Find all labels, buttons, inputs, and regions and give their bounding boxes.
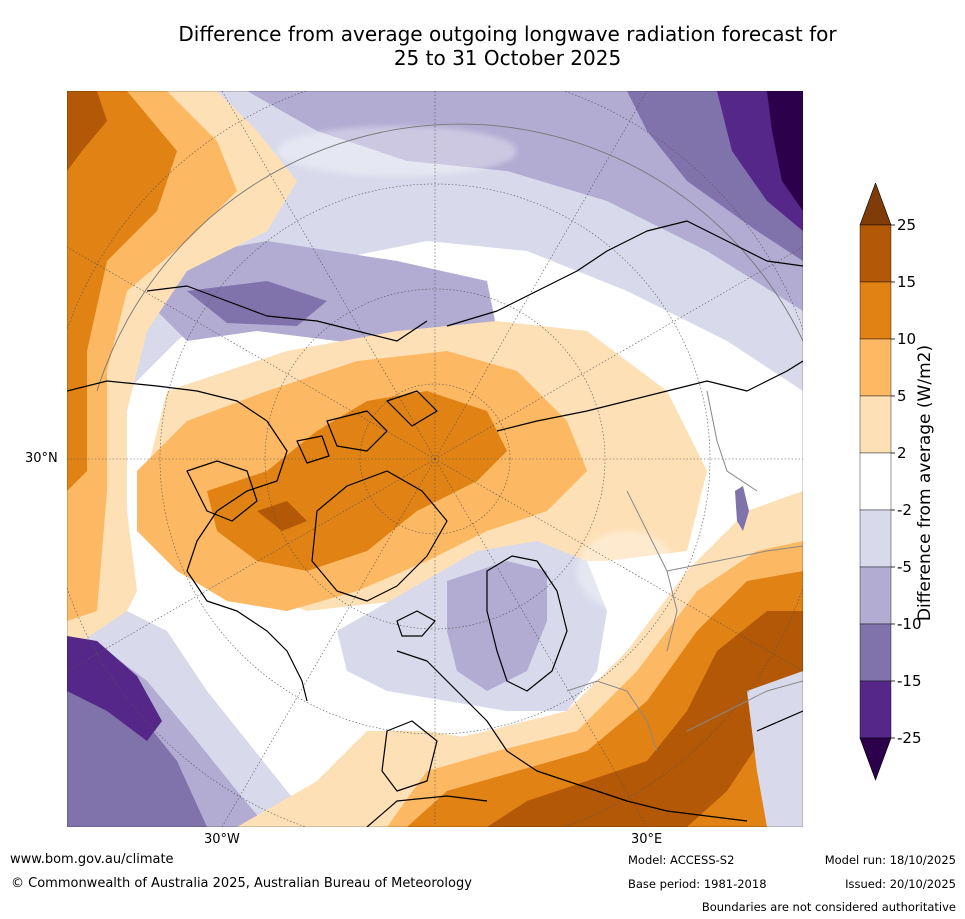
lat-label-30n: 30°N (25, 451, 58, 466)
colorbar-tick-label-0: 25 (897, 216, 916, 234)
meridian-30w (221, 458, 436, 827)
colorbar-tick-label-2: 10 (897, 330, 916, 348)
boundary-europe-east (566, 680, 658, 752)
footer-issued: Issued: 20/10/2025 (845, 877, 956, 891)
coastline-hudson-bay (186, 460, 258, 522)
coastline-north-america (67, 380, 308, 702)
colorbar: 25 15 10 5 2 -2 -5 -10 -15 -25 (855, 182, 965, 783)
meridian-60e (434, 458, 803, 672)
colorbar-band-1 (859, 281, 892, 340)
colorbar-band-5 (859, 509, 892, 568)
map-frame (67, 91, 803, 827)
lon-label-30w: 30°W (204, 832, 240, 847)
anomaly-region-atlantic-negative-strong (67, 681, 207, 827)
coastline-siberia (446, 220, 803, 327)
footer-model-run: Model run: 18/10/2025 (824, 853, 956, 867)
footer-boundaries-note: Boundaries are not considered authoritat… (701, 900, 956, 914)
anomaly-region-west-positive-strong (67, 91, 177, 491)
coastline-europe (396, 650, 748, 822)
meridian-120e (434, 91, 648, 460)
parallel-circle-3 (159, 183, 711, 735)
meridian-120w (221, 91, 436, 460)
colorbar-under-triangle (859, 737, 892, 781)
anomaly-region-pacific-extreme (767, 91, 803, 211)
colorbar-title: Difference from average (W/m2) (915, 344, 935, 622)
coastline-alaska (146, 285, 428, 342)
colorbar-band-3 (859, 395, 892, 454)
footer-url[interactable]: www.bom.gov.au/climate (10, 852, 174, 867)
colorbar-tick-label-7: -10 (897, 615, 922, 633)
anomaly-region-indian-negative (747, 671, 803, 827)
graticule (67, 91, 803, 827)
colorbar-band-0 (859, 224, 892, 283)
meridian-150w (67, 246, 436, 460)
anomaly-region-atlantic-negative-very-strong (67, 636, 162, 741)
colorbar-tick-label-9: -25 (897, 729, 922, 747)
tropic-circle (96, 123, 803, 392)
boundary-central-asia (666, 545, 803, 572)
colorbar-tick-label-4: 2 (897, 444, 907, 462)
colorbar-band-4 (859, 452, 892, 511)
coastlines (67, 220, 803, 827)
colorbar-band-6 (859, 566, 892, 625)
boundary-asia-east (706, 390, 758, 492)
footer-copyright: © Commonwealth of Australia 2025, Austra… (11, 876, 472, 891)
meridian-30e (434, 458, 648, 827)
lon-label-30e: 30°E (631, 832, 663, 847)
olr-anomaly-map[interactable] (67, 91, 803, 827)
parallel-circle-2 (264, 288, 606, 630)
parallel-circle-1 (359, 383, 511, 535)
chart-title: Difference from average outgoing longwav… (0, 22, 965, 70)
colorbar-tick-label-1: 15 (897, 273, 916, 291)
anomaly-region-alaska-moderate (187, 281, 327, 326)
country-boundaries (566, 390, 803, 752)
coastline-greenland (311, 470, 448, 602)
anomaly-region-scandinavia-negative (447, 561, 547, 691)
coastline-iceland (396, 610, 436, 637)
anomaly-region-middle-east-very-strong (487, 611, 803, 827)
anomaly-region-west-positive-very-strong (67, 91, 107, 171)
coastline-arabia (756, 710, 803, 732)
colorbar-tick-label-5: -2 (897, 501, 912, 519)
coastline-russia-arctic (496, 360, 803, 432)
title-line-1: Difference from average outgoing longwav… (178, 22, 837, 46)
anomaly-region-caspian-negative (735, 486, 749, 531)
coastline-canadian-archipelago (296, 390, 438, 464)
colorbar-band-7 (859, 623, 892, 682)
anomaly-region-baffin-very-strong (257, 501, 307, 531)
coastline-scandinavia (486, 555, 568, 692)
meridian-150e (434, 246, 803, 460)
colorbar-band-2 (859, 338, 892, 397)
coastline-iberia-north-africa (366, 720, 488, 827)
colorbar-over-triangle (859, 182, 892, 226)
colorbar-band-8 (859, 680, 892, 739)
boundary-middle-east (686, 680, 803, 732)
colorbar-tick-label-3: 5 (897, 387, 907, 405)
colorbar-tick-label-6: -5 (897, 558, 912, 576)
title-line-2: 25 to 31 October 2025 (393, 46, 622, 70)
meridian-60w (67, 458, 436, 672)
colorbar-tick-label-8: -15 (897, 672, 922, 690)
footer-model: Model: ACCESS-S2 (628, 853, 735, 867)
footer-base-period: Base period: 1981-2018 (628, 877, 767, 891)
